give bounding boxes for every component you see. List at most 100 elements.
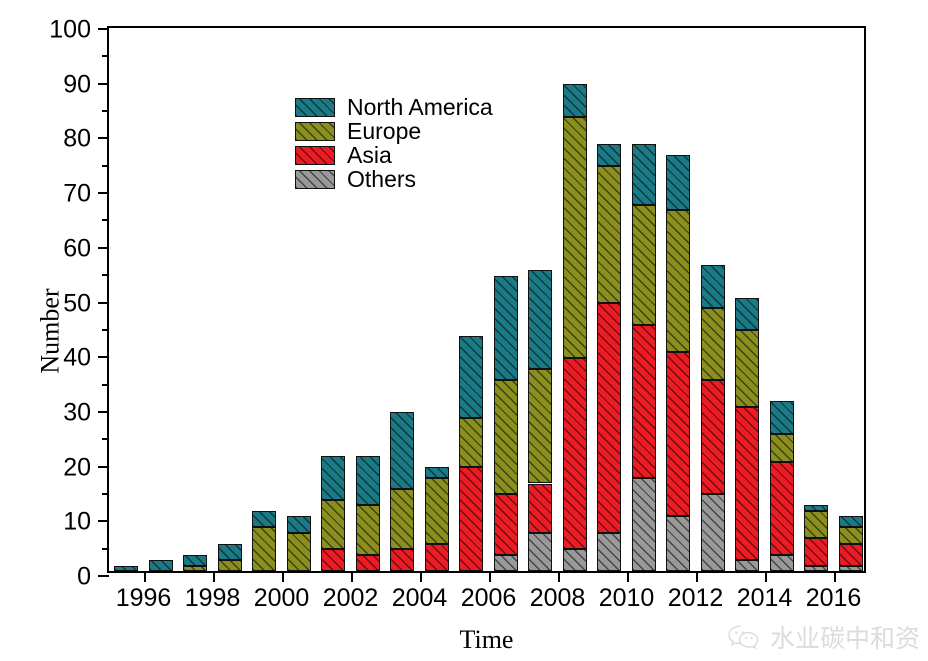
bar-group xyxy=(459,24,484,571)
bar-group xyxy=(252,24,277,571)
bar-segment xyxy=(769,434,794,462)
y-tick: 40 xyxy=(63,345,109,370)
bar-segment xyxy=(700,494,725,571)
bar-segment xyxy=(390,549,415,571)
bar-segment xyxy=(735,297,760,331)
y-tick: 100 xyxy=(49,17,109,42)
bar-segment xyxy=(597,532,622,571)
bar-segment xyxy=(424,467,449,479)
bar-segment xyxy=(735,560,760,571)
y-tick-label: 30 xyxy=(63,398,91,427)
y-tick-minor xyxy=(102,110,109,113)
y-tick-label: 80 xyxy=(63,124,91,153)
bar-segment xyxy=(528,368,553,484)
bar-segment xyxy=(252,527,277,571)
bar-segment xyxy=(597,166,622,303)
y-tick-minor xyxy=(102,274,109,277)
y-tick: 10 xyxy=(63,509,109,534)
bar-segment xyxy=(424,543,449,571)
bar-segment xyxy=(597,144,622,167)
x-axis-title: Time xyxy=(459,625,514,654)
bar-group xyxy=(597,24,622,571)
bar-segment xyxy=(459,467,484,571)
y-tick-label: 70 xyxy=(63,179,91,208)
legend-label: Asia xyxy=(347,142,392,168)
bar-group xyxy=(286,24,311,571)
y-tick-minor xyxy=(102,438,109,441)
bar-segment xyxy=(804,510,829,539)
bar-segment xyxy=(562,117,587,358)
bar-segment xyxy=(838,565,863,571)
y-tick: 0 xyxy=(77,564,109,589)
legend-item: North America xyxy=(295,96,493,119)
x-tick-label: 2016 xyxy=(805,584,862,612)
bar-segment xyxy=(631,478,656,571)
legend-swatch xyxy=(295,122,335,141)
bar-group xyxy=(424,24,449,571)
x-tick xyxy=(488,571,491,582)
x-tick xyxy=(419,571,422,582)
y-tick-label: 10 xyxy=(63,507,91,536)
bar-group xyxy=(631,24,656,571)
bar-segment xyxy=(286,516,311,533)
y-tick-minor xyxy=(102,55,109,58)
bar-segment xyxy=(597,302,622,533)
bar-segment xyxy=(804,565,829,571)
x-tick-label: 2002 xyxy=(322,584,379,612)
legend-label: Europe xyxy=(347,118,422,144)
legend-label: North America xyxy=(347,94,493,120)
x-tick-label: 2000 xyxy=(253,584,310,612)
x-tick xyxy=(212,571,215,582)
y-tick-minor xyxy=(102,383,109,386)
bar-segment xyxy=(459,417,484,468)
bar-group xyxy=(390,24,415,571)
bar-segment xyxy=(700,308,725,380)
bar-segment xyxy=(493,554,518,571)
wechat-logo-icon xyxy=(728,625,759,650)
y-tick: 70 xyxy=(63,181,109,206)
bar-segment xyxy=(562,549,587,571)
y-tick-label: 90 xyxy=(63,70,91,99)
x-tick xyxy=(143,571,146,582)
legend-item: Others xyxy=(295,168,493,191)
bar-group xyxy=(804,24,829,571)
legend-swatch xyxy=(295,170,335,189)
y-tick-label: 0 xyxy=(77,562,91,591)
bar-segment xyxy=(666,516,691,571)
x-tick-label: 1998 xyxy=(184,584,241,612)
legend-item: Europe xyxy=(295,120,493,143)
y-axis-title: Number xyxy=(35,287,65,374)
bar-group xyxy=(838,24,863,571)
x-tick xyxy=(695,571,698,582)
bar-segment xyxy=(390,412,415,489)
bar-segment xyxy=(424,478,449,544)
bar-segment xyxy=(355,505,380,555)
x-tick xyxy=(557,571,560,582)
y-tick-label: 40 xyxy=(63,343,91,372)
x-tick xyxy=(764,571,767,582)
y-tick-minor xyxy=(102,328,109,331)
bar-segment xyxy=(183,554,208,566)
y-tick: 90 xyxy=(63,72,109,97)
x-tick-label: 2010 xyxy=(598,584,655,612)
y-tick: 50 xyxy=(63,291,109,316)
y-tick-label: 50 xyxy=(63,289,91,317)
bar-segment xyxy=(666,352,691,517)
legend: North America Europe Asia Others xyxy=(295,96,493,192)
y-tick-minor xyxy=(102,164,109,167)
bar-segment xyxy=(493,494,518,555)
bar-segment xyxy=(321,499,346,550)
bar-segment xyxy=(528,270,553,369)
y-tick-minor xyxy=(102,492,109,495)
bar-segment xyxy=(769,461,794,555)
y-tick-minor xyxy=(102,219,109,222)
bar-segment xyxy=(114,565,139,571)
bar-group xyxy=(769,24,794,571)
legend-label: Others xyxy=(347,166,417,192)
bar-segment xyxy=(562,84,587,117)
bar-group xyxy=(321,24,346,571)
bar-group xyxy=(183,24,208,571)
y-tick: 20 xyxy=(63,455,109,480)
x-tick-label: 2004 xyxy=(391,584,448,612)
